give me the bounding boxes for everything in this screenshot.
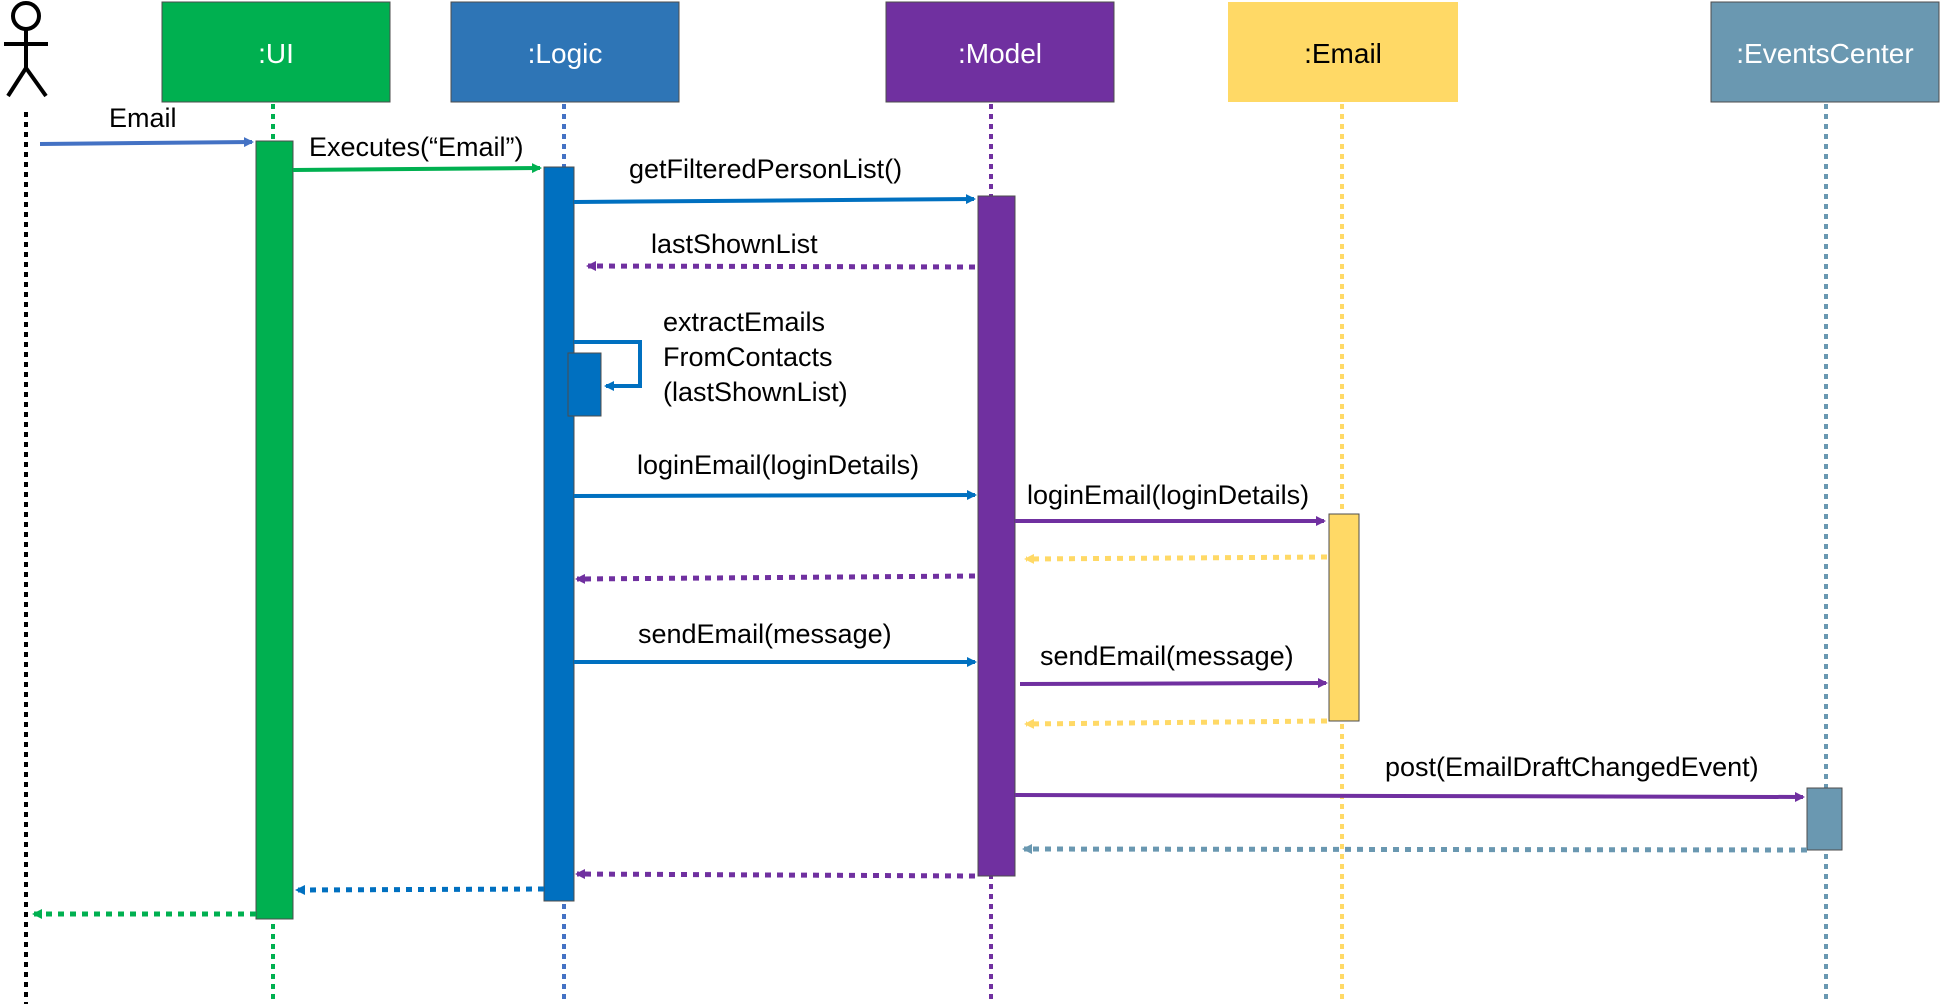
msg-post-return <box>1022 844 1808 855</box>
participant-ui: :UI <box>161 1 391 103</box>
msg-model-logic-return <box>575 869 976 880</box>
msg-executes-arrow <box>292 163 542 174</box>
msg-extract-label-line2: FromContacts <box>663 342 833 372</box>
msg-login-logic-arrow <box>573 490 977 501</box>
msg-extract-label-line1: extractEmails <box>663 307 825 337</box>
msg-post-arrow <box>1014 791 1805 802</box>
msg-getfiltered-arrow <box>573 194 976 205</box>
participant-email-label: :Email <box>1304 38 1382 69</box>
events-activation <box>1806 787 1843 851</box>
msg-lastshown-return <box>586 261 976 272</box>
participant-email: :Email <box>1228 2 1458 102</box>
ui-activation <box>255 140 294 920</box>
msg-send-email-return <box>1024 718 1328 729</box>
logic-activation <box>543 166 575 902</box>
msg-getfiltered-label: getFilteredPersonList() <box>629 154 902 184</box>
model-activation <box>977 195 1016 877</box>
msg-login-model-return <box>575 573 976 584</box>
logic-self-activation <box>567 352 602 417</box>
msg-login-logic-label: loginEmail(loginDetails) <box>637 450 919 480</box>
msg-email-arrow <box>39 137 254 148</box>
msg-executes-label: Executes(“Email”) <box>309 132 524 162</box>
participant-logic: :Logic <box>450 1 680 103</box>
participant-eventscenter-label: :EventsCenter <box>1736 38 1913 69</box>
participant-model: :Model <box>885 1 1115 103</box>
msg-post-label: post(EmailDraftChangedEvent) <box>1385 752 1759 782</box>
participant-logic-label: :Logic <box>528 38 603 69</box>
participant-ui-label: :UI <box>258 38 294 69</box>
msg-send-logic-label: sendEmail(message) <box>638 619 892 649</box>
actor-icon <box>4 1 48 98</box>
email-activation <box>1328 513 1360 722</box>
msg-lastshown-label: lastShownList <box>651 229 818 259</box>
msg-logic-ui-return <box>295 884 545 895</box>
msg-email-label: Email <box>109 103 177 133</box>
participant-eventscenter: :EventsCenter <box>1710 1 1940 103</box>
msg-send-model-arrow <box>1019 678 1328 689</box>
msg-login-email-return <box>1024 553 1328 564</box>
msg-send-model-label: sendEmail(message) <box>1040 641 1294 671</box>
msg-login-model-label: loginEmail(loginDetails) <box>1027 480 1309 510</box>
msg-extract-self-arrow <box>574 340 642 391</box>
participant-model-label: :Model <box>958 38 1042 69</box>
msg-extract-label-line3: (lastShownList) <box>663 377 848 407</box>
